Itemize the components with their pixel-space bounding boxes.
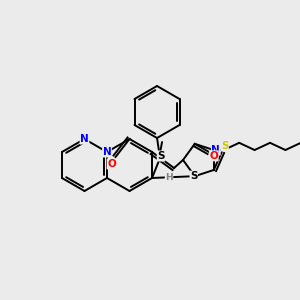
Text: N: N xyxy=(212,145,220,155)
Text: S: S xyxy=(190,171,197,181)
Text: O: O xyxy=(209,151,218,161)
Text: S: S xyxy=(221,141,229,151)
Text: N: N xyxy=(80,134,89,144)
Text: N: N xyxy=(103,147,111,157)
Text: S: S xyxy=(157,151,165,161)
Text: H: H xyxy=(165,172,173,182)
Text: O: O xyxy=(107,159,116,169)
